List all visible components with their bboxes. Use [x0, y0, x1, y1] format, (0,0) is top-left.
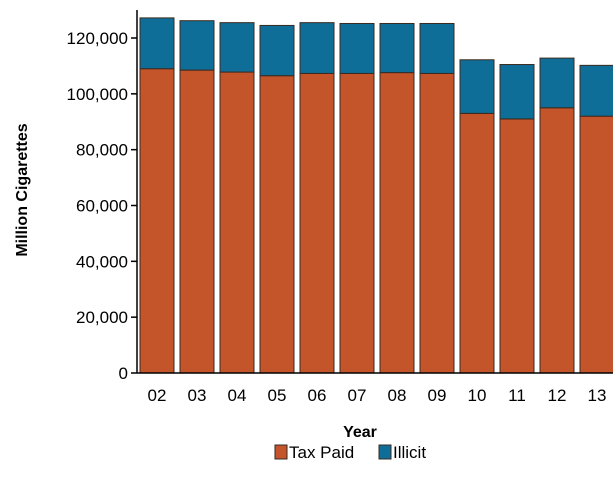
- bar-tax-paid-05: [259, 75, 295, 374]
- bar-illicit-13: [579, 64, 613, 117]
- y-tick-label: 80,000: [76, 141, 128, 160]
- bar-tax-paid-10: [459, 112, 495, 374]
- legend: Tax Paid Illicit: [274, 443, 426, 462]
- x-tick-label: 03: [188, 386, 207, 405]
- y-axis-title: Million Cigarettes: [14, 123, 31, 256]
- x-axis-title: Year: [343, 424, 377, 441]
- bar-tax-paid-07: [339, 72, 375, 374]
- x-tick-label: 11: [508, 386, 526, 405]
- x-tick-label: 07: [348, 386, 367, 405]
- bar-tax-paid-02: [139, 68, 175, 374]
- bar-illicit-06: [299, 22, 335, 74]
- bar-tax-paid-04: [219, 71, 255, 374]
- y-tick-label: 100,000: [67, 85, 128, 104]
- y-tick-label: 40,000: [76, 252, 128, 271]
- x-axis: 02 03 04 05 06 07 08 09 10 11 12 13: [137, 372, 613, 405]
- legend-swatch: [274, 444, 288, 460]
- bar-illicit-09: [419, 22, 455, 74]
- bar-illicit-07: [339, 22, 375, 74]
- y-tick-label: 20,000: [76, 308, 128, 327]
- x-tick-label: 12: [548, 386, 567, 405]
- x-tick-label: 02: [148, 386, 167, 405]
- bar-illicit-04: [219, 22, 255, 73]
- bar-tax-paid-13: [579, 115, 613, 374]
- x-tick-label: 05: [268, 386, 287, 405]
- bar-tax-paid-06: [299, 72, 335, 374]
- bar-illicit-10: [459, 59, 495, 114]
- x-tick-label: 09: [428, 386, 447, 405]
- x-tick-label: 08: [388, 386, 407, 405]
- bar-tax-paid-09: [419, 72, 455, 374]
- y-tick-label: 0: [119, 364, 128, 383]
- legend-swatch: [378, 444, 392, 460]
- legend-label: Tax Paid: [289, 443, 354, 462]
- bar-tax-paid-08: [379, 72, 415, 374]
- bar-tax-paid-12: [539, 107, 575, 374]
- bar-illicit-12: [539, 57, 575, 109]
- y-tick-label: 120,000: [67, 29, 128, 48]
- bar-illicit-11: [499, 64, 535, 120]
- y-tick-label: 60,000: [76, 197, 128, 216]
- bar-illicit-03: [179, 20, 215, 71]
- x-tick-label: 04: [228, 386, 247, 405]
- x-tick-label: 10: [468, 386, 487, 405]
- legend-label: Illicit: [393, 443, 426, 462]
- x-tick-label: 13: [588, 386, 607, 405]
- x-tick-label: 06: [308, 386, 327, 405]
- bar-illicit-02: [139, 17, 175, 70]
- y-axis: 0 20,000 40,000 60,000 80,000 100,000 120,000: [67, 10, 138, 383]
- bar-series: [139, 17, 613, 374]
- bar-tax-paid-03: [179, 69, 215, 374]
- bar-illicit-05: [259, 24, 295, 77]
- bar-illicit-08: [379, 22, 415, 74]
- bar-tax-paid-11: [499, 118, 535, 374]
